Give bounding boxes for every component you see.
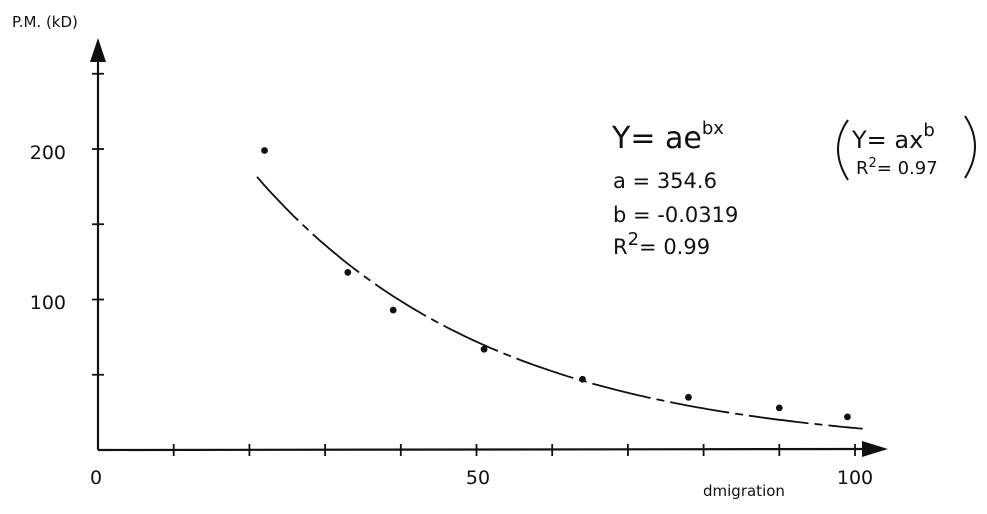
data-point-4: [480, 345, 488, 353]
data-point-3: [389, 306, 397, 314]
data-point-7: [775, 404, 783, 412]
right-paren: [964, 115, 976, 179]
axes: [90, 38, 888, 457]
alt-equation-r2: R2= 0.97: [856, 156, 938, 179]
equation-r2: R2= 0.99: [613, 229, 710, 259]
left-paren: [837, 119, 849, 181]
alt-equation-block: Y= axb R2= 0.97: [837, 115, 976, 181]
fit-curve-group: [256, 176, 863, 430]
x-axis: [97, 447, 876, 452]
x-axis-ticks: [172, 444, 856, 456]
equation-block: Y= aebx a = 354.6 b = -0.0319 R2= 0.99: [611, 118, 738, 259]
x-axis-arrow: [862, 441, 888, 457]
x-tick-label-100: 100: [837, 467, 873, 489]
y-tick-label-100: 100: [30, 292, 66, 314]
x-tick-label-0: 0: [90, 467, 102, 489]
data-point-6: [685, 393, 692, 401]
y-axis-label: P.M. (kD): [12, 13, 78, 31]
equation-a: a = 354.6: [613, 169, 717, 193]
x-axis-label: dmigration: [703, 482, 785, 500]
data-point-8: [844, 413, 851, 421]
y-axis-ticks: [92, 72, 104, 376]
y-tick-label-200: 200: [30, 142, 66, 164]
equation-main: Y= aebx: [611, 118, 724, 156]
data-point-5: [579, 375, 586, 383]
alt-equation-main: Y= axb: [851, 120, 935, 154]
data-point-2: [344, 269, 352, 276]
fit-curve: [256, 176, 863, 430]
y-axis-arrow: [90, 38, 106, 62]
x-tick-label-50: 50: [466, 467, 490, 489]
data-points: [261, 147, 851, 421]
equation-b: b = -0.0319: [613, 203, 738, 227]
data-point-1: [261, 147, 268, 154]
